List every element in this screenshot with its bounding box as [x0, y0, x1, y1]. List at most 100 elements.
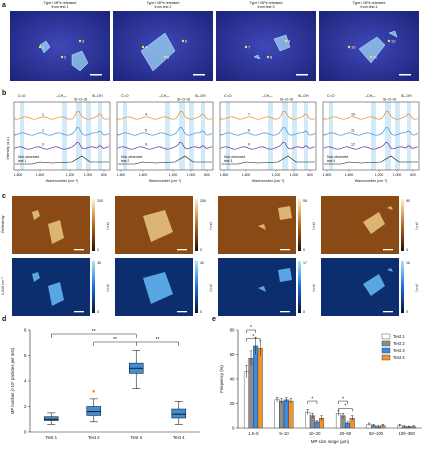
legend-swatch — [381, 347, 391, 354]
particle-marker — [347, 45, 351, 49]
curve-number: 11 — [351, 129, 355, 133]
significance-bracket — [246, 338, 261, 342]
particle-marker — [369, 55, 373, 59]
colorbar — [401, 199, 404, 251]
colorbar-min: 0 — [200, 310, 202, 314]
particle-marker — [60, 55, 64, 59]
colorbar-max: 90 — [406, 199, 410, 203]
x-tick-label: 1,600 — [139, 173, 148, 177]
spectrum-curve — [14, 111, 110, 120]
panel-b-spectrum-plot: C=O –CH₂– Si–O–Si Si–OH 10 11 12 Non-observedte… — [322, 94, 420, 183]
panel-label-c: c — [2, 193, 6, 200]
particle-marker — [387, 39, 391, 43]
panel-b-xlabel: Wavenumber (cm⁻¹) — [149, 179, 182, 183]
particle-marker-label: 8 — [270, 55, 273, 60]
x-tick-label: 1,000 — [84, 173, 93, 177]
band-label-co: C=O — [18, 94, 26, 98]
map-background — [218, 196, 296, 254]
panel-b-xlabel: Wavenumber (cm⁻¹) — [46, 179, 79, 183]
panel-a-title-line: Type I MPs released — [249, 1, 283, 5]
x-tick-label: 1,600 — [242, 173, 251, 177]
x-tick-label: 1,800 — [117, 173, 126, 177]
particle-marker-label: 7 — [248, 45, 251, 50]
colorbar-min: 0 — [406, 248, 408, 252]
box — [171, 408, 187, 419]
scale-bar — [383, 311, 393, 313]
colorbar-max: 55 — [303, 199, 307, 203]
panel-a-title: Type I MPs released from test 4 — [339, 1, 399, 9]
panel-c-row1-label: Reflectivity — [0, 215, 5, 233]
non-observed-label: Non-observed — [327, 155, 348, 159]
map-background — [321, 196, 399, 254]
panel-label-a: a — [2, 2, 6, 9]
non-observed-curve — [118, 155, 212, 165]
particle-shape — [363, 206, 393, 234]
panel-b-ylabel: Intensity (a.u.) — [5, 136, 10, 160]
band-label-co: C=O — [121, 94, 129, 98]
particle-shape — [39, 40, 89, 72]
colorbar — [298, 261, 301, 313]
y-tick-label: 8 — [24, 328, 27, 333]
spectrum-curve — [323, 127, 419, 136]
plot-frame — [219, 101, 317, 171]
significance-label: * — [250, 325, 252, 331]
x-tick-label: 800 — [410, 173, 416, 177]
panel-b-spectrum-plot: C=O –CH₂– Si–O–Si Si–OH 4 5 6 Non-observedtest … — [116, 94, 214, 183]
significance-label: ** — [92, 329, 96, 335]
spectrum-curve — [117, 127, 213, 136]
curve-number: 12 — [351, 143, 355, 147]
legend-label: Test 3 — [393, 348, 405, 353]
spectrum-curve — [220, 111, 316, 120]
spectrum-curve — [14, 127, 110, 136]
colorbar-unit: (a.u.) — [209, 222, 213, 229]
colorbar — [195, 261, 198, 313]
non-observed-label: Non-observed — [121, 155, 142, 159]
band-highlight — [268, 102, 273, 170]
legend-label: Test 2 — [393, 341, 405, 346]
band-highlight — [385, 102, 391, 170]
particle-marker-label: 6 — [185, 39, 188, 44]
legend-label: Test 1 — [393, 334, 405, 339]
non-observed-label: test 3 — [224, 159, 232, 163]
scale-bar — [193, 74, 205, 76]
colorbar-min: 0 — [200, 248, 202, 252]
panel-a-background — [10, 11, 110, 81]
x-tick-label: 1,000 — [393, 173, 402, 177]
significance-bracket — [307, 400, 318, 405]
band-highlight — [20, 102, 24, 170]
significance-label: ** — [156, 337, 160, 343]
bar — [279, 400, 285, 429]
panel-c-row1-map: 200 0 (a.u.) — [12, 196, 110, 254]
panel-a-title-line: from test 2 — [154, 5, 172, 10]
colorbar-max: 200 — [97, 199, 103, 203]
panel-b-spectrum-plot: C=O –CH₂– Si–O–Si Si–OH 1 2 3 Non-observedtest … — [13, 94, 111, 183]
particle-marker — [266, 55, 270, 59]
x-tick-label: 1,600 — [36, 173, 45, 177]
x-tick-label: 1,200 — [66, 173, 75, 177]
significance-bracket — [51, 333, 137, 338]
non-observed-label: Non-observed — [224, 155, 245, 159]
panel-c-row1-map: 250 0 (a.u.) — [115, 196, 213, 254]
significance-label: * — [342, 396, 344, 402]
particle-marker-label: 1 — [42, 45, 45, 50]
non-observed-curve — [15, 155, 109, 165]
panel-a-title: Type I MPs released from test 3 — [236, 1, 296, 9]
colorbar-min: 0 — [303, 248, 305, 252]
scale-bar — [74, 311, 84, 313]
scale-bar — [280, 249, 290, 251]
colorbar-unit: (a.u.) — [312, 222, 316, 229]
colorbar-max: 45 — [97, 261, 101, 265]
band-label-ch2: –CH₂– — [159, 94, 170, 98]
box — [43, 416, 59, 421]
particle-marker — [141, 45, 145, 49]
outlier-point — [92, 389, 96, 393]
band-highlight — [189, 102, 194, 170]
band-label-co: C=O — [327, 94, 335, 98]
panel-a-image: 10 11 12 — [319, 11, 419, 81]
non-observed-label: test 1 — [18, 159, 26, 163]
x-tick-label: 800 — [101, 173, 107, 177]
panel-label-d: d — [2, 316, 7, 323]
band-highlight — [292, 102, 297, 170]
x-tick-label: 800 — [307, 173, 313, 177]
x-tick-label: Test 1 — [45, 435, 57, 440]
